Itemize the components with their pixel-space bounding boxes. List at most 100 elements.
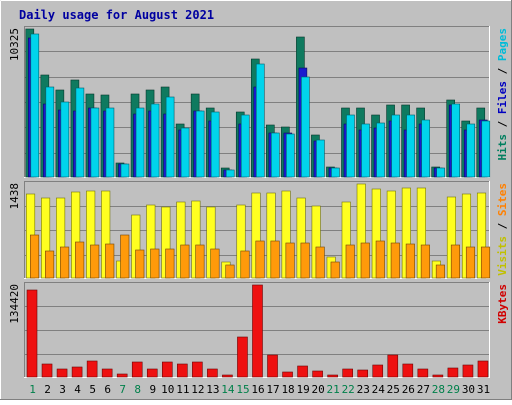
bar-kbytes-day-30 [462,364,474,378]
bar-sites-day-30 [465,246,476,279]
bar-pages-day-11 [180,127,190,178]
legend-kbytes: KBytes [496,284,509,324]
bar-pages-day-3 [60,101,70,178]
bar-pages-day-27 [421,119,430,178]
bar-pages-day-2 [45,86,55,178]
bar-sites-day-20 [315,246,325,279]
x-tick-label-day-7: 7 [119,383,126,396]
bar-pages-day-10 [165,96,175,178]
bar-sites-day-24 [375,240,385,279]
bar-kbytes-day-29 [447,367,459,378]
bar-kbytes-day-4 [71,366,83,378]
bar-kbytes-day-1 [26,289,38,378]
bar-pages-day-25 [391,114,400,178]
bar-pages-day-20 [316,139,325,178]
bar-sites-day-31 [480,246,491,279]
bar-kbytes-day-25 [387,354,399,378]
bar-sites-day-7 [120,234,130,279]
bar-pages-day-9 [150,103,160,178]
x-tick-label-day-29: 29 [447,383,460,396]
x-axis-labels: 1 2 3 4 5 6 7 8 9 10 11 12 13 14 15 16 17 18 19 20 21 22 23 24 2… [29,383,490,396]
bar-kbytes-day-26 [402,363,414,378]
legend-files: Files [496,81,509,114]
bar-sites-day-28 [435,264,445,279]
bar-pages-day-18 [286,133,295,178]
bar-kbytes-day-2 [41,363,53,378]
bar-pages-day-5 [90,107,100,178]
bar-sites-day-5 [90,244,100,279]
y-max-label: 1438 [8,183,21,210]
bar-pages-day-13 [210,111,220,178]
bar-kbytes-day-27 [417,368,429,378]
bar-kbytes-day-6 [101,368,113,378]
bar-sites-day-4 [75,241,85,279]
x-tick-label-day-30: 30 [462,383,475,396]
bar-kbytes-day-24 [372,364,384,378]
legend-separator: / [496,216,509,236]
x-tick-label-day-11: 11 [176,383,189,396]
bar-kbytes-day-12 [192,361,203,378]
bar-pages-day-30 [466,123,476,178]
x-tick-label-day-21: 21 [327,383,340,396]
bar-pages-day-7 [120,163,130,178]
x-tick-label-day-4: 4 [74,383,81,396]
x-tick-label-day-24: 24 [372,383,386,396]
bar-kbytes-day-17 [267,354,278,378]
x-tick-label-day-22: 22 [342,383,355,396]
bar-pages-day-31 [481,120,491,178]
bar-sites-day-27 [420,244,430,279]
bar-sites-day-15 [240,250,250,279]
bar-kbytes-day-13 [207,368,218,378]
x-tick-label-day-8: 8 [134,383,141,396]
bar-kbytes-day-3 [56,368,68,378]
bar-pages-day-29 [451,103,461,178]
x-tick-label-day-20: 20 [312,383,325,396]
bar-pages-day-8 [135,107,145,178]
panel-kbytes: 134420 KBytes [8,282,509,378]
bar-pages-day-22 [346,114,355,178]
bar-pages-day-16 [255,63,265,178]
x-tick-label-day-27: 27 [417,383,430,396]
bar-sites-day-16 [255,240,265,279]
x-tick-label-day-5: 5 [89,383,96,396]
bar-pages-day-28 [436,167,445,178]
series-sites [29,234,491,279]
bar-pages-day-23 [361,123,370,178]
bar-kbytes-day-20 [312,370,323,378]
x-tick-label-day-14: 14 [221,383,235,396]
bar-sites-day-26 [405,243,415,279]
bar-sites-day-11 [180,244,190,279]
bar-sites-day-12 [195,244,205,279]
bar-kbytes-day-23 [357,369,369,378]
x-tick-label-day-1: 1 [29,383,36,396]
bar-sites-day-14 [225,264,235,279]
y-max-label: 134420 [8,284,21,324]
bar-sites-day-29 [450,244,461,279]
x-tick-label-day-10: 10 [161,383,174,396]
bar-pages-day-21 [331,167,340,178]
bar-kbytes-day-31 [477,360,489,378]
bar-kbytes-day-10 [161,361,173,378]
bar-sites-day-19 [300,242,310,279]
panel-legend: KBytes [496,284,509,324]
bar-pages-day-14 [225,169,235,178]
bar-kbytes-day-16 [252,284,263,378]
bar-pages-day-19 [301,76,310,178]
y-max-label: 10325 [8,28,21,61]
bar-sites-day-8 [135,249,145,279]
bar-sites-day-23 [360,242,370,279]
x-tick-label-day-23: 23 [357,383,370,396]
bar-sites-day-3 [60,246,70,279]
legend-visits: Visits [496,236,509,276]
bar-sites-day-18 [285,242,295,279]
panel-legend: Hits / Files / Pages [496,28,509,161]
x-tick-label-day-15: 15 [236,383,249,396]
x-tick-label-day-25: 25 [387,383,400,396]
bar-sites-day-2 [45,250,55,279]
x-tick-label-day-31: 31 [477,383,490,396]
x-tick-label-day-17: 17 [266,383,279,396]
bar-kbytes-day-21 [327,374,338,378]
legend-separator: / [496,61,509,81]
x-tick-label-day-6: 6 [104,383,111,396]
